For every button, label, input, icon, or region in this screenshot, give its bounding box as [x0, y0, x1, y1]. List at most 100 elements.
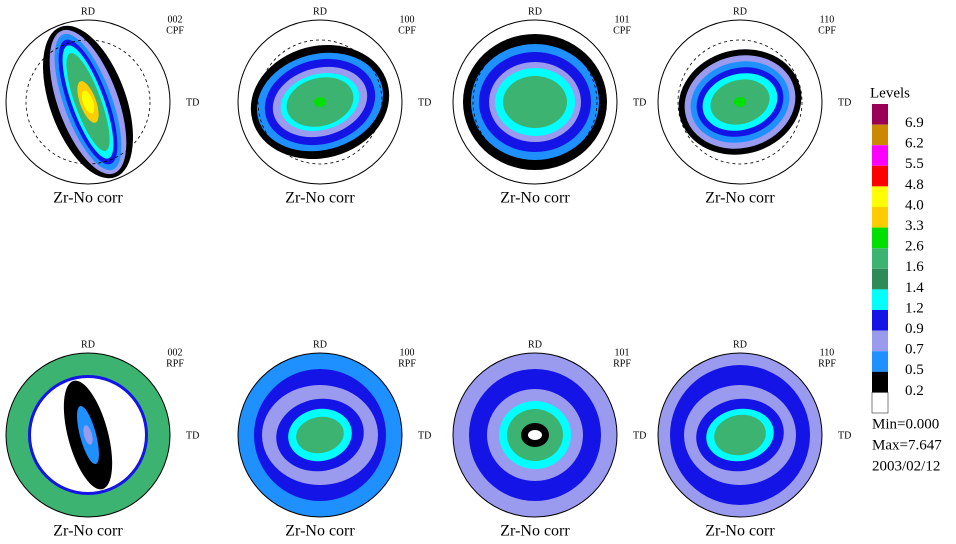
contour	[503, 76, 567, 128]
contour	[296, 416, 344, 454]
figure-kind: CPF	[818, 25, 836, 36]
legend-swatch	[872, 165, 888, 187]
legend-title: Levels	[870, 85, 910, 101]
td-label: TD	[838, 97, 851, 108]
legend-level: 0.7	[905, 342, 924, 358]
caption: Zr-No corr	[53, 523, 123, 540]
legend-level: 1.2	[905, 300, 924, 316]
pole-label: 100	[400, 347, 415, 358]
rd-label: RD	[733, 339, 747, 350]
rd-label: RD	[528, 6, 542, 17]
legend-level: 6.2	[905, 136, 924, 152]
legend-level: 0.9	[905, 321, 924, 337]
inner-circle	[472, 39, 598, 165]
rd-label: RD	[81, 339, 95, 350]
contour	[714, 414, 766, 456]
legend-swatch	[872, 248, 888, 269]
legend-level: 1.6	[905, 259, 924, 275]
legend-swatch	[872, 186, 888, 207]
legend-swatch	[872, 268, 888, 290]
legend-swatch	[872, 227, 888, 249]
caption: Zr-No corr	[285, 523, 355, 540]
legend-max: Max=7.647	[872, 437, 942, 453]
legend-swatch	[872, 330, 888, 352]
legend-swatch	[872, 351, 888, 372]
td-label: TD	[418, 97, 431, 108]
figure-kind: CPF	[613, 25, 631, 36]
legend-swatch	[872, 207, 888, 228]
rd-label: RD	[313, 6, 327, 17]
legend-level: 4.0	[905, 197, 924, 213]
pole-label: 002	[168, 347, 183, 358]
td-label: TD	[633, 97, 646, 108]
legend-swatch	[872, 371, 888, 393]
contour	[734, 97, 746, 107]
legend-level: 0.5	[905, 362, 924, 378]
figure-kind: CPF	[398, 25, 416, 36]
caption: Zr-No corr	[53, 190, 123, 207]
contour	[314, 97, 326, 107]
pole-label: 101	[615, 347, 630, 358]
figure-kind: RPF	[613, 358, 631, 369]
contours	[463, 34, 607, 170]
pole-label: 110	[820, 347, 835, 358]
outer-circle	[452, 19, 618, 185]
td-label: TD	[418, 430, 431, 441]
legend-level: 4.8	[905, 177, 924, 193]
legend-min: Min=0.000	[872, 416, 939, 432]
legend-level: 3.3	[905, 218, 924, 234]
legend-swatch	[872, 104, 888, 125]
caption: Zr-No corr	[500, 523, 570, 540]
contours	[43, 25, 133, 179]
outer-circle	[237, 352, 403, 518]
caption: Zr-No corr	[500, 190, 570, 207]
legend-level: 0.2	[905, 383, 924, 399]
outer-circle	[657, 19, 823, 185]
outer-circle	[5, 19, 171, 185]
legend-date: 2003/02/12	[872, 458, 940, 474]
figure-kind: RPF	[166, 358, 184, 369]
td-label: TD	[633, 430, 646, 441]
legend-swatch	[872, 289, 888, 310]
rd-label: RD	[733, 6, 747, 17]
legend-swatch	[871, 392, 889, 414]
contours	[678, 49, 802, 155]
pole-label: 101	[615, 14, 630, 25]
figure-kind: CPF	[166, 25, 184, 36]
contours	[250, 44, 390, 160]
legend: Levels 6.9 6.2 5.5 4.8 4.0 3.3 2.6 1.6 1.4 1.2 0.9 0…	[870, 85, 942, 474]
contours	[238, 353, 402, 517]
outer-circle	[5, 352, 171, 518]
legend-swatch	[872, 310, 888, 331]
td-label: TD	[186, 97, 199, 108]
caption: Zr-No corr	[705, 523, 775, 540]
legend-swatch	[872, 145, 888, 166]
inner-circle	[25, 39, 151, 165]
legend-level: 2.6	[905, 239, 924, 255]
legend-swatch	[872, 124, 888, 146]
rd-label: RD	[528, 339, 542, 350]
rd-label: RD	[81, 6, 95, 17]
rd-label: RD	[313, 339, 327, 350]
outer-circle	[657, 352, 823, 518]
pole-label: 110	[820, 14, 835, 25]
caption: Zr-No corr	[285, 190, 355, 207]
contours	[6, 353, 170, 517]
contour	[81, 90, 95, 114]
pole-label: 002	[168, 14, 183, 25]
outer-circle	[452, 352, 618, 518]
figure-kind: RPF	[818, 358, 836, 369]
outer-circle	[237, 19, 403, 185]
contours	[658, 353, 822, 517]
td-label: TD	[186, 430, 199, 441]
caption: Zr-No corr	[705, 190, 775, 207]
legend-level: 1.4	[905, 280, 924, 296]
